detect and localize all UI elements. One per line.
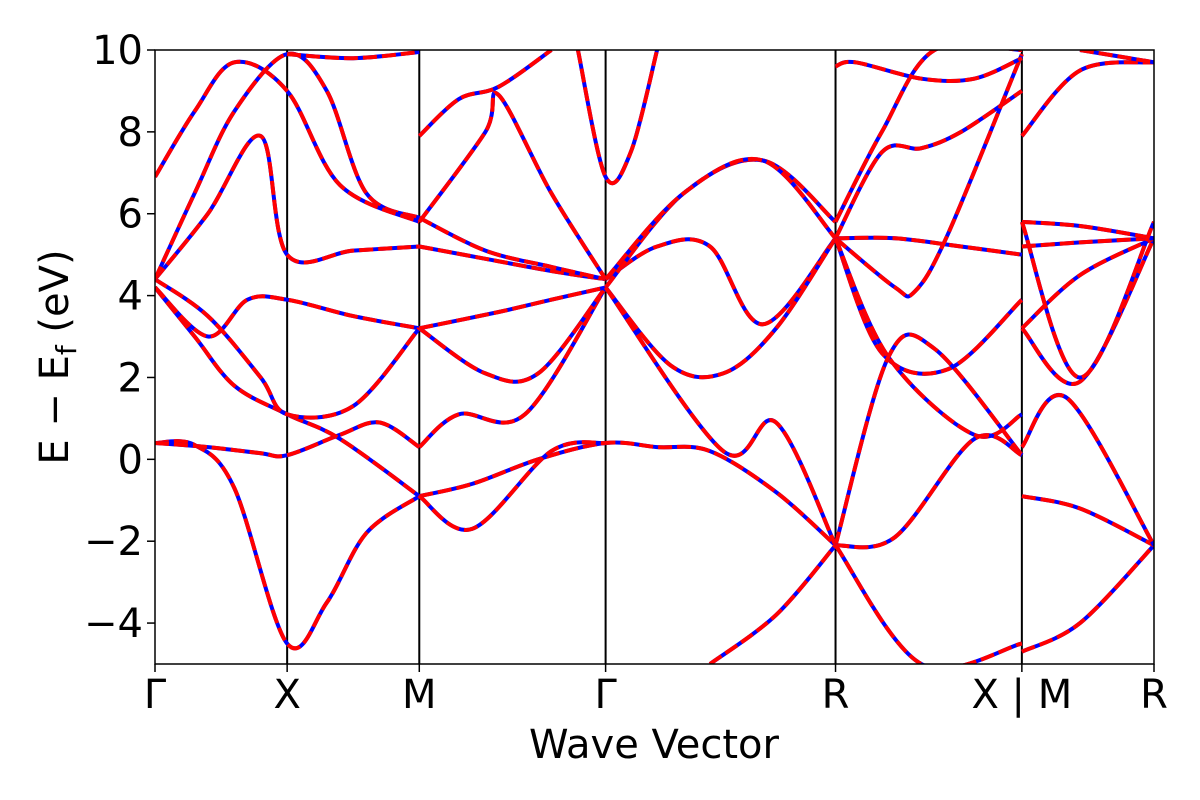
band-line-blue xyxy=(1021,543,1154,654)
band-line-red xyxy=(835,235,1023,257)
band-line-blue xyxy=(1020,60,1154,138)
y-tick-label: 4 xyxy=(118,274,143,320)
x-tick-label: Γ xyxy=(144,672,167,718)
y-axis: −4 −2 0 2 4 6 8 10 xyxy=(84,28,155,647)
band-line-red xyxy=(1020,236,1154,330)
y-tick-label: 6 xyxy=(118,192,143,238)
band-line-red xyxy=(417,50,553,138)
band-line-red xyxy=(834,53,1024,299)
band-line-red xyxy=(833,89,1024,240)
band-line-red xyxy=(1021,494,1154,548)
band-line-red xyxy=(603,286,838,547)
y-tick-label: −2 xyxy=(84,519,143,565)
band-line-red xyxy=(417,286,608,449)
band-line-blue xyxy=(833,544,1023,664)
band-line-red xyxy=(1021,236,1154,249)
band-line-red xyxy=(155,285,420,339)
band-line-red xyxy=(1020,221,1154,380)
band-line-blue xyxy=(418,440,837,547)
kpoint-lines xyxy=(286,50,1023,664)
band-line-red xyxy=(1021,543,1154,654)
band-line-blue xyxy=(604,157,837,289)
y-tick-label: 2 xyxy=(118,355,143,401)
band-line-red xyxy=(1021,219,1154,241)
band-line-red xyxy=(1020,393,1154,547)
band-line-blue xyxy=(834,53,1024,299)
x-tick-label: X xyxy=(273,672,300,718)
band-line-red xyxy=(418,440,837,547)
band-line-blue xyxy=(155,51,421,281)
band-line-blue xyxy=(835,433,1023,550)
band-line-blue xyxy=(418,216,607,282)
band-line-red xyxy=(604,237,838,380)
band-line-red xyxy=(833,237,1024,376)
band-line-red xyxy=(604,157,837,281)
x-axis-label: Wave Vector xyxy=(529,722,780,768)
band-line-red xyxy=(417,90,608,281)
band-line-red xyxy=(418,286,608,384)
band-line-red xyxy=(833,237,1023,439)
band-line-red xyxy=(604,237,838,327)
band-line-blue xyxy=(708,544,838,664)
y-tick-label: −4 xyxy=(84,601,143,647)
band-line-red xyxy=(418,285,607,331)
band-line-red xyxy=(1020,60,1154,138)
band-line-red xyxy=(575,50,660,186)
band-line-red xyxy=(834,56,1023,83)
x-tick-label: X | M xyxy=(971,672,1072,718)
x-tick-label: R xyxy=(822,672,850,718)
x-tick-label: R xyxy=(1140,672,1168,718)
band-line-red xyxy=(835,433,1023,550)
band-line-blue xyxy=(834,56,1023,83)
band-line-blue xyxy=(603,286,838,547)
band-line-red xyxy=(833,50,1022,223)
band-line-blue xyxy=(833,237,1023,439)
y-axis-label-unit: (eV) xyxy=(32,249,78,345)
band-line-blue xyxy=(1020,393,1154,547)
band-line-red xyxy=(708,544,838,664)
bands xyxy=(155,50,1154,664)
y-tick-label: 10 xyxy=(92,28,143,74)
x-tick-label: M xyxy=(402,672,437,718)
band-line-blue xyxy=(1021,494,1154,548)
band-line-red xyxy=(604,157,837,289)
band-line-red xyxy=(155,420,421,459)
y-axis-label-main: E − E xyxy=(32,355,78,465)
y-axis-label-sub: f xyxy=(50,344,83,355)
band-line-blue xyxy=(418,440,606,532)
band-line-red xyxy=(418,216,607,282)
x-axis: Γ X M Γ R X | M R xyxy=(144,664,1168,718)
band-line-blue xyxy=(604,237,838,327)
plot-frame xyxy=(154,49,1155,665)
band-line-red xyxy=(155,277,421,420)
band-line-red xyxy=(155,59,421,224)
band-line-red xyxy=(155,133,420,281)
y-axis-label: E − Ef (eV) xyxy=(32,249,83,464)
band-line-red xyxy=(155,286,421,498)
band-line-red xyxy=(833,332,1024,546)
y-tick-label: 0 xyxy=(118,437,143,483)
band-line-red xyxy=(1020,237,1154,386)
y-tick-label: 8 xyxy=(118,110,143,156)
x-tick-label: Γ xyxy=(594,672,617,718)
band-line-red xyxy=(833,544,1023,664)
band-line-red xyxy=(418,440,606,532)
band-line-red xyxy=(286,50,420,61)
